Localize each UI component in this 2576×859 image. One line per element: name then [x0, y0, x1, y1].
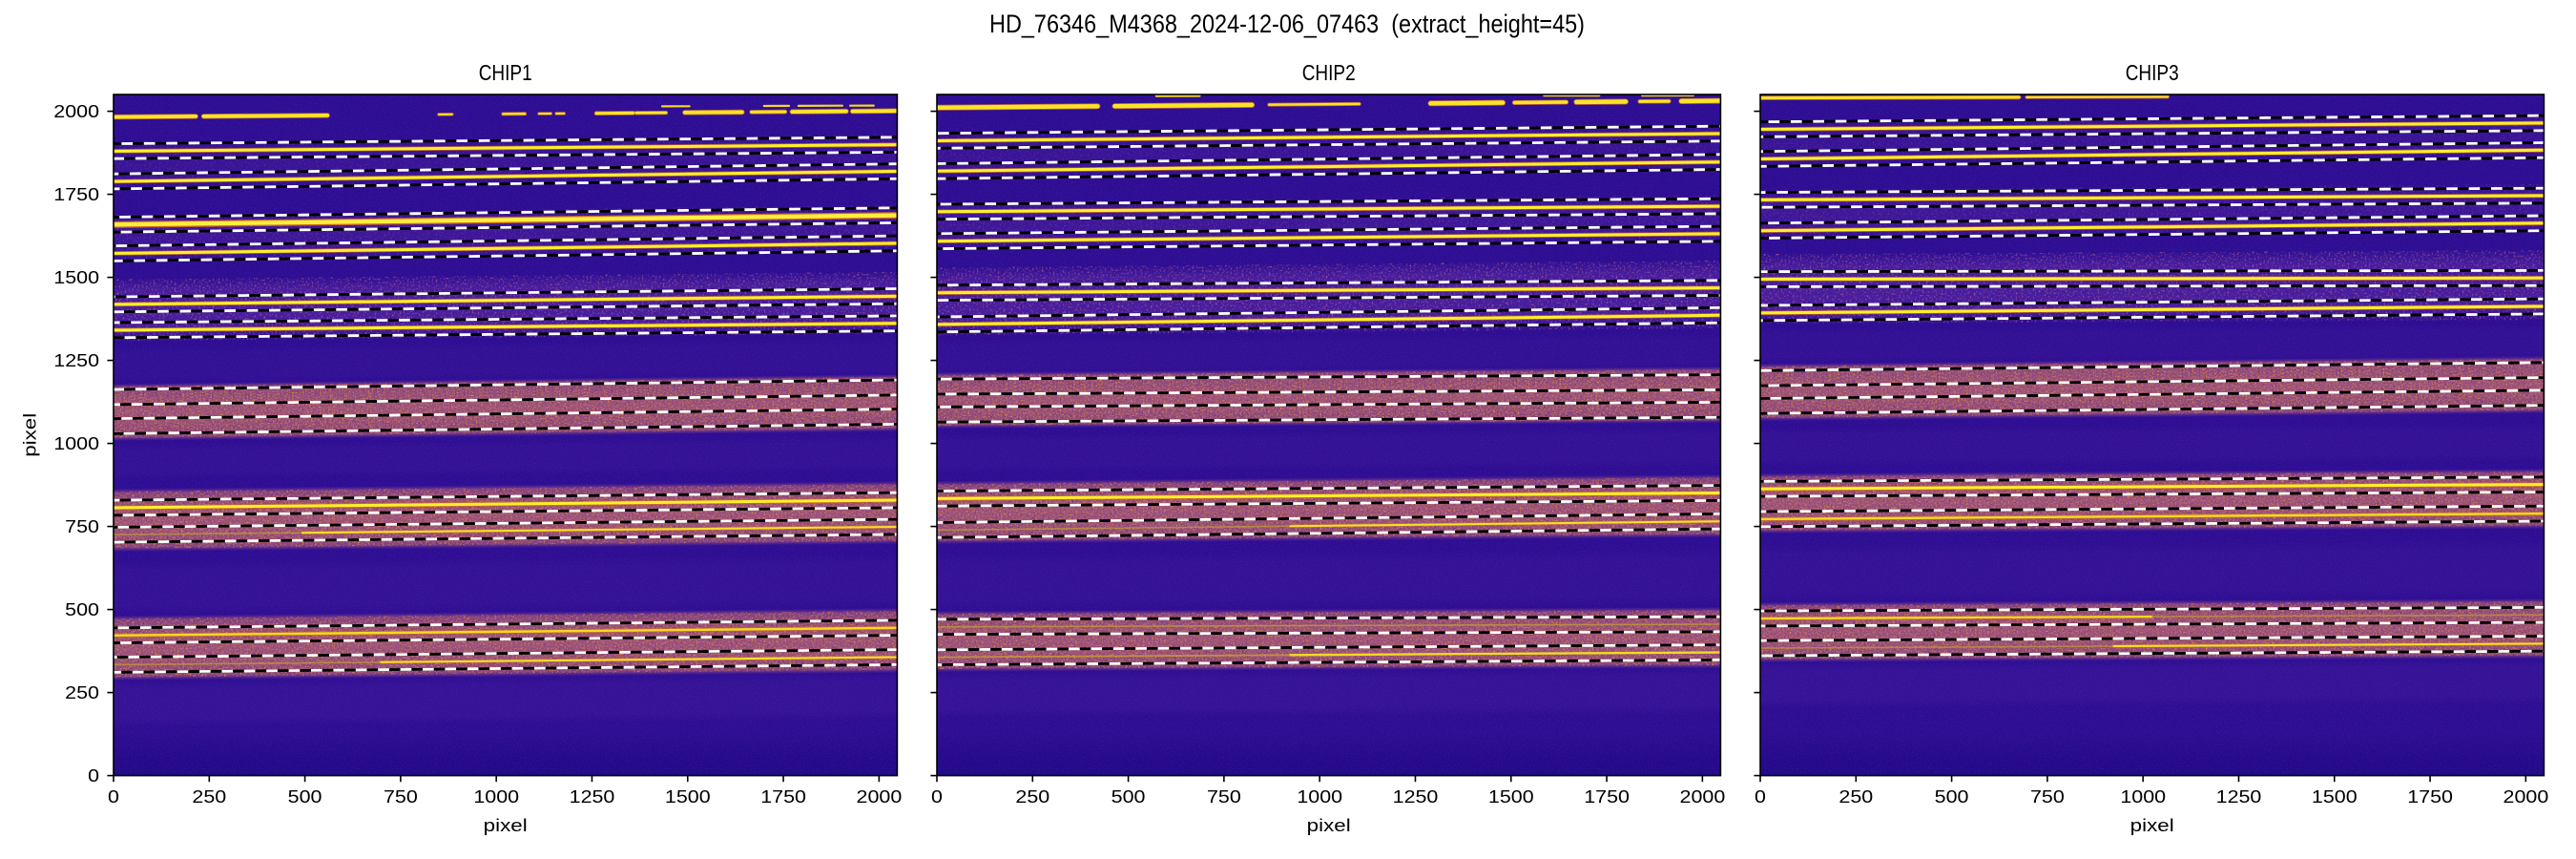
svg-text:1500: 1500: [665, 786, 711, 807]
svg-text:750: 750: [384, 786, 418, 807]
svg-text:1750: 1750: [2407, 786, 2453, 807]
svg-text:1750: 1750: [1584, 786, 1630, 807]
svg-text:CHIP3: CHIP3: [2126, 60, 2179, 85]
svg-text:0: 0: [88, 765, 99, 786]
svg-text:500: 500: [1935, 786, 1969, 807]
svg-text:500: 500: [65, 599, 99, 619]
svg-text:500: 500: [288, 786, 322, 807]
svg-text:500: 500: [1111, 786, 1146, 807]
svg-text:1000: 1000: [53, 433, 99, 453]
svg-text:1500: 1500: [1488, 786, 1534, 807]
svg-text:1250: 1250: [570, 786, 615, 807]
svg-text:250: 250: [192, 786, 226, 807]
svg-text:1500: 1500: [2312, 786, 2358, 807]
svg-text:0: 0: [108, 786, 119, 807]
svg-text:1750: 1750: [53, 184, 99, 204]
svg-text:1250: 1250: [1393, 786, 1439, 807]
svg-text:250: 250: [1015, 786, 1049, 807]
svg-text:250: 250: [1839, 786, 1873, 807]
svg-text:pixel: pixel: [20, 413, 40, 457]
svg-text:1000: 1000: [473, 786, 519, 807]
svg-text:750: 750: [65, 516, 99, 536]
svg-text:750: 750: [2030, 786, 2065, 807]
svg-text:250: 250: [65, 682, 99, 702]
svg-text:HD_76346_M4368_2024-12-06_0746: HD_76346_M4368_2024-12-06_07463 (extract…: [989, 10, 1585, 38]
svg-text:1000: 1000: [1297, 786, 1342, 807]
svg-text:1250: 1250: [2216, 786, 2262, 807]
svg-text:1750: 1750: [760, 786, 806, 807]
svg-text:2000: 2000: [2503, 786, 2549, 807]
svg-text:1000: 1000: [2120, 786, 2166, 807]
svg-text:pixel: pixel: [1307, 815, 1351, 835]
svg-text:750: 750: [1207, 786, 1241, 807]
svg-text:CHIP1: CHIP1: [479, 60, 532, 85]
svg-text:2000: 2000: [53, 101, 99, 121]
svg-text:2000: 2000: [857, 786, 903, 807]
svg-text:0: 0: [931, 786, 943, 807]
svg-text:1500: 1500: [53, 267, 99, 287]
svg-text:2000: 2000: [1680, 786, 1726, 807]
svg-text:CHIP2: CHIP2: [1302, 60, 1356, 85]
svg-text:1250: 1250: [53, 350, 99, 370]
svg-text:0: 0: [1755, 786, 1766, 807]
svg-text:pixel: pixel: [2130, 815, 2174, 835]
svg-text:pixel: pixel: [484, 815, 528, 835]
